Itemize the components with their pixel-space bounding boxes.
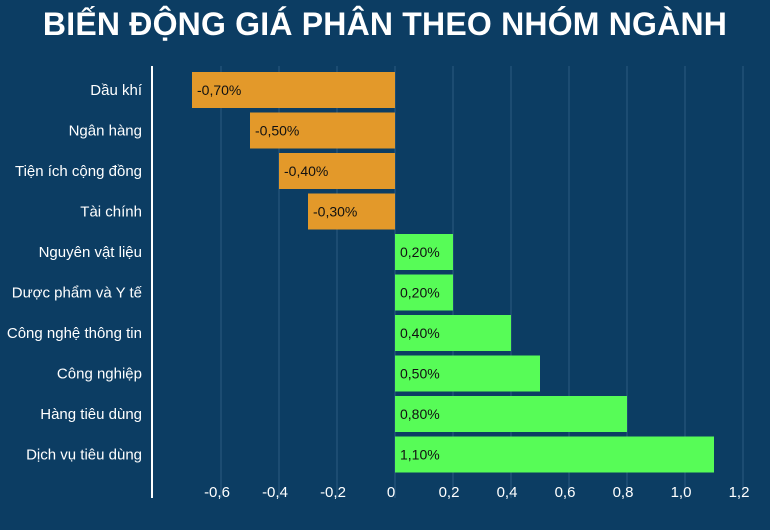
x-tick-label: 0,2 bbox=[439, 484, 460, 501]
bar bbox=[192, 72, 395, 108]
category-label: Nguyên vật liệu bbox=[39, 244, 142, 261]
data-label: -0,30% bbox=[313, 204, 357, 220]
x-tick-label: 0,4 bbox=[497, 484, 518, 501]
category-label: Hàng tiêu dùng bbox=[40, 406, 142, 423]
x-tick-label: 0,8 bbox=[613, 484, 634, 501]
data-label: -0,70% bbox=[197, 82, 241, 98]
bar bbox=[395, 274, 453, 311]
x-tick-label: 1,2 bbox=[729, 484, 750, 501]
bar bbox=[395, 355, 540, 392]
category-label: Dầu khí bbox=[90, 82, 143, 99]
category-label: Ngân hàng bbox=[69, 123, 142, 140]
x-tick-labels: -0,6 -0,4 -0,2 0 0,2 0,4 0,6 0,8 1,0 1,2 bbox=[204, 484, 749, 501]
data-label: -0,50% bbox=[255, 123, 299, 139]
category-label: Tài chính bbox=[80, 204, 142, 221]
bar bbox=[395, 396, 627, 432]
data-label: 1,10% bbox=[400, 447, 440, 463]
bar bbox=[279, 153, 395, 189]
bars: -0,70% -0,50% -0,40% -0,30% 0,20% 0,20% 0,40% 0… bbox=[192, 72, 714, 473]
category-labels: Dầu khí Ngân hàng Tiện ích cộng đồng Tài ch… bbox=[7, 82, 143, 464]
data-label: 0,20% bbox=[400, 244, 440, 260]
bar bbox=[395, 234, 453, 270]
category-label: Tiện ích cộng đồng bbox=[15, 163, 142, 180]
x-tick-label: 0 bbox=[387, 484, 395, 501]
x-tick-label: 1,0 bbox=[671, 484, 692, 501]
data-label: 0,80% bbox=[400, 406, 440, 422]
x-tick-label: -0,6 bbox=[204, 484, 230, 501]
x-tick-label: -0,2 bbox=[320, 484, 346, 501]
data-label: 0,20% bbox=[400, 285, 440, 301]
x-tick-label: 0,6 bbox=[555, 484, 576, 501]
bar bbox=[250, 112, 395, 149]
x-tick-label: -0,4 bbox=[262, 484, 288, 501]
chart-title: BIẾN ĐỘNG GIÁ PHÂN THEO NHÓM NGÀNH bbox=[42, 6, 728, 42]
data-label: -0,40% bbox=[284, 163, 328, 179]
data-label: 0,40% bbox=[400, 325, 440, 341]
category-label: Công nghệ thông tin bbox=[7, 325, 142, 342]
category-label: Dịch vụ tiêu dùng bbox=[26, 447, 142, 464]
bar bbox=[395, 315, 511, 351]
category-label: Dược phẩm và Y tế bbox=[12, 285, 143, 302]
bar bbox=[395, 436, 714, 473]
bar bbox=[308, 193, 395, 230]
category-label: Công nghiệp bbox=[57, 366, 142, 383]
data-label: 0,50% bbox=[400, 366, 440, 382]
